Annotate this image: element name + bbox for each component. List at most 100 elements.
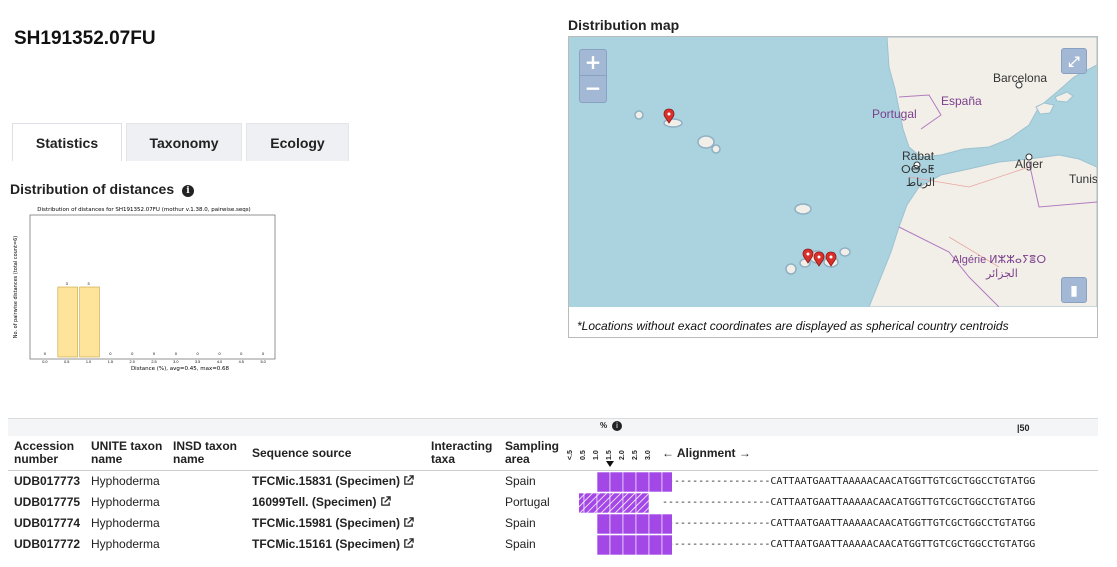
map-label-alger: Alger — [1015, 157, 1043, 171]
taxon-cell: Hyphoderma — [91, 495, 160, 509]
bar-value-label: 3 — [87, 281, 90, 286]
external-link-icon[interactable] — [403, 475, 414, 486]
chart-plot-frame — [29, 214, 276, 360]
sampling-area-cell: Spain — [505, 474, 536, 488]
distance-cells — [596, 534, 672, 555]
distribution-map[interactable]: Barcelona España Portugal Rabat ⵔⴱⴰⵟ الر… — [568, 36, 1098, 338]
tab-ecology[interactable]: Ecology — [246, 123, 349, 161]
map-land-africa — [868, 154, 1097, 307]
header-divider — [8, 470, 1098, 471]
x-tick-label: 2.0 — [130, 360, 135, 364]
map-label-algerie: Algérie ⵍⵣⵣⴰⵢⴻⵔ — [952, 254, 1046, 266]
x-tick-label: 0.0 — [42, 360, 47, 364]
bar-value-label: 0 — [131, 351, 134, 356]
taxon-cell: Hyphoderma — [91, 516, 160, 530]
sampling-area-cell: Spain — [505, 516, 536, 530]
map-marker[interactable] — [802, 248, 814, 264]
bar-value-label: 0 — [197, 351, 200, 356]
map-marker[interactable] — [813, 251, 825, 267]
map-city-dot — [913, 161, 921, 169]
histogram-bar — [57, 286, 78, 358]
map-borders — [898, 94, 1097, 307]
percent-label: % — [600, 421, 608, 430]
accession-cell[interactable]: UDB017774 — [14, 516, 81, 530]
map-marker[interactable] — [663, 108, 675, 124]
distribution-heading: Distribution of distances i — [10, 181, 195, 197]
map-heading: Distribution map — [568, 17, 680, 33]
zoom-control: + − — [579, 49, 607, 103]
map-label-rabat-tifinagh: ⵔⴱⴰⵟ — [901, 164, 935, 176]
external-link-icon[interactable] — [403, 538, 414, 549]
map-canvas[interactable]: Barcelona España Portugal Rabat ⵔⴱⴰⵟ الر… — [569, 37, 1097, 307]
map-islands — [634, 110, 851, 275]
fullscreen-icon[interactable]: ⤢ — [1061, 48, 1087, 74]
header-unite-taxon[interactable]: UNITE taxon name — [91, 439, 163, 466]
info-circle-icon[interactable]: i — [612, 421, 622, 431]
chart-title: Distribution of distances for SH191352.0… — [37, 207, 250, 213]
map-roads — [908, 166, 1030, 268]
sequence-source-link[interactable]: TFCMic.15831 (Specimen) — [252, 474, 414, 488]
accession-cell[interactable]: UDB017772 — [14, 537, 81, 551]
taxon-cell: Hyphoderma — [91, 537, 160, 551]
x-tick-label: 5.0 — [260, 360, 265, 364]
taxon-cell: Hyphoderma — [91, 474, 160, 488]
header-sampling-area[interactable]: Sampling area — [505, 439, 560, 466]
map-label-algerie-arabic: الجزائر — [985, 268, 1018, 280]
sequence-source-link[interactable]: TFCMic.15161 (Specimen) — [252, 537, 414, 551]
bar-value-label: 0 — [109, 351, 112, 356]
histogram-bar — [79, 286, 100, 358]
bar-value-label: 0 — [218, 351, 221, 356]
chart-x-label: Distance (%), avg=0.45, max=0.68 — [131, 366, 230, 372]
sh-code-title: SH191352.07FU — [14, 28, 156, 49]
chart-y-label: No. of pairwise distances (total count=6… — [13, 236, 19, 339]
external-link-icon[interactable] — [403, 517, 414, 528]
x-tick-label: 1.5 — [108, 360, 113, 364]
bar-value-label: 0 — [153, 351, 156, 356]
x-tick-label: 2.5 — [151, 360, 156, 364]
tab-statistics[interactable]: Statistics — [12, 123, 122, 161]
bar-value-label: 0 — [240, 351, 243, 356]
sequence-source-link[interactable]: 16099Tell. (Specimen) — [252, 495, 391, 509]
header-sequence-source[interactable]: Sequence source — [252, 446, 352, 460]
tab-taxonomy[interactable]: Taxonomy — [126, 123, 242, 161]
info-circle-icon[interactable]: i — [182, 185, 195, 197]
map-marker[interactable] — [825, 251, 837, 267]
header-insd-taxon[interactable]: INSD taxon name — [173, 439, 238, 466]
alignment-sequence: ------------------CATTAATGAATTAAAAACAACA… — [662, 476, 1036, 487]
map-label-rabat-arabic: الرباط — [906, 177, 935, 189]
percent-column-label: 1.0 — [593, 450, 600, 460]
map-label-portugal: Portugal — [872, 107, 917, 121]
table-row[interactable]: UDB017775 Hyphoderma 16099Tell. (Specimen)… — [8, 492, 1098, 513]
percent-column-label: 2.5 — [632, 450, 639, 460]
bar-value-label: 0 — [262, 351, 265, 356]
table-row[interactable]: UDB017774 Hyphoderma TFCMic.15981 (Specime… — [8, 513, 1098, 534]
bar-value-label: 0 — [175, 351, 178, 356]
distance-histogram: Distribution of distances for SH191352.0… — [8, 203, 280, 373]
table-row[interactable]: UDB017772 Hyphoderma TFCMic.15161 (Specime… — [8, 534, 1098, 555]
x-tick-label: 3.5 — [195, 360, 200, 364]
table-row[interactable]: UDB017773 Hyphoderma TFCMic.15831 (Specime… — [8, 471, 1098, 492]
header-interacting-taxa[interactable]: Interacting taxa — [431, 439, 493, 466]
accession-cell[interactable]: UDB017773 — [14, 474, 81, 488]
x-tick-label: 0.5 — [64, 360, 69, 364]
sort-caret-icon[interactable] — [606, 461, 614, 467]
map-note: *Locations without exact coordinates are… — [577, 319, 1009, 333]
sequence-source-link[interactable]: TFCMic.15981 (Specimen) — [252, 516, 414, 530]
distance-cells — [596, 471, 672, 492]
table-header-band — [8, 418, 1098, 436]
percent-column-label: <.5 — [567, 450, 574, 460]
accession-cell[interactable]: UDB017775 — [14, 495, 81, 509]
sampling-area-cell: Spain — [505, 537, 536, 551]
external-link-icon[interactable] — [380, 496, 391, 507]
zoom-out-button[interactable]: − — [584, 76, 602, 100]
zoom-in-button[interactable]: + — [580, 50, 606, 76]
map-label-rabat: Rabat — [902, 149, 935, 163]
header-alignment[interactable]: ← Alignment → — [662, 446, 751, 460]
alignment-sequence: ------------------CATTAATGAATTAAAAACAACA… — [662, 518, 1036, 529]
layers-icon[interactable]: ▮ — [1061, 277, 1087, 303]
alignment-sequence: ------------------CATTAATGAATTAAAAACAACA… — [662, 539, 1036, 550]
header-accession[interactable]: Accession number — [14, 439, 75, 466]
x-tick-label: 3.0 — [173, 360, 178, 364]
sequence-table: % i |50 Accession number UNITE taxon nam… — [8, 418, 1098, 558]
bar-value-label: 3 — [66, 281, 69, 286]
